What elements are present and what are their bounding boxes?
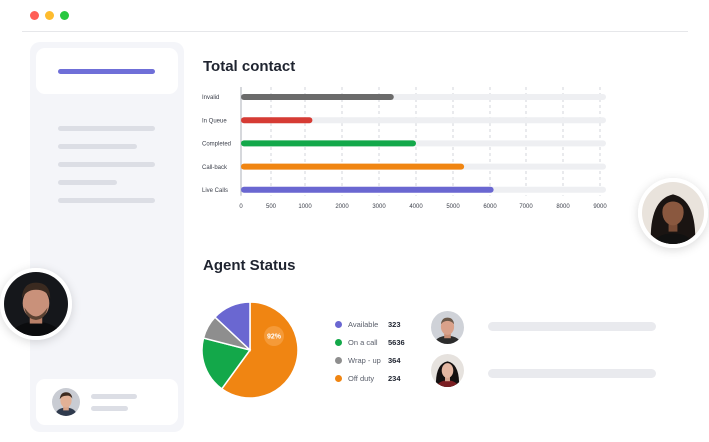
sidebar-active-item-placeholder xyxy=(58,69,155,74)
window-controls xyxy=(30,11,69,20)
sidebar-item-placeholder[interactable] xyxy=(58,162,155,167)
sidebar-user-card[interactable] xyxy=(36,379,178,425)
bar-call-back[interactable] xyxy=(241,163,465,170)
legend-label: Off duty xyxy=(348,373,375,383)
x-tick-label: 6000 xyxy=(483,204,497,210)
x-tick-label: 4000 xyxy=(409,204,423,210)
legend-value: 234 xyxy=(388,373,401,383)
legend-value: 323 xyxy=(388,319,401,329)
total-contact-chart: 0 500 1000 2000 3000 4000 5000 6000 7000 8000 9000… xyxy=(202,87,607,210)
bar-invalid[interactable] xyxy=(241,94,394,100)
agent-row-placeholder[interactable] xyxy=(488,369,656,378)
agent-avatar-right xyxy=(638,178,708,248)
legend-value: 364 xyxy=(388,355,401,365)
pie-slice-available[interactable] xyxy=(213,301,251,352)
x-tick-label: 5000 xyxy=(446,204,460,210)
title-bar-divider xyxy=(22,31,688,32)
legend-dot xyxy=(335,356,342,364)
x-tick-label: 0 xyxy=(239,204,243,210)
bar-in-queue[interactable] xyxy=(241,117,313,124)
agent-row-placeholder[interactable] xyxy=(488,322,656,331)
total-contact-title: Total contact xyxy=(203,58,296,75)
bar-track xyxy=(241,117,606,124)
legend-dot xyxy=(335,374,342,382)
user-name-placeholder xyxy=(91,394,137,399)
minimize-window-button[interactable] xyxy=(45,11,54,20)
category-label: Invalid xyxy=(202,95,219,101)
legend-item: Available 323 xyxy=(335,318,415,330)
legend-label: On a call xyxy=(348,337,378,347)
agent-status-pie-chart: 92% xyxy=(201,301,299,399)
legend-label: Available xyxy=(348,319,379,329)
category-label: Call-back xyxy=(202,165,228,171)
agent-avatar-left xyxy=(0,268,72,340)
x-tick-label: 2000 xyxy=(335,204,349,210)
sidebar-item-placeholder[interactable] xyxy=(58,144,137,149)
legend-value: 5636 xyxy=(388,337,405,347)
legend-dot xyxy=(335,320,342,328)
legend-item: On a call 5636 xyxy=(335,336,415,348)
maximize-window-button[interactable] xyxy=(60,11,69,20)
category-label: In Queue xyxy=(202,118,227,124)
agent-list-avatar[interactable] xyxy=(431,354,464,387)
category-label: Completed xyxy=(202,142,231,148)
legend-item: Off duty 234 xyxy=(335,372,415,384)
bar-completed[interactable] xyxy=(241,140,416,147)
user-role-placeholder xyxy=(91,406,128,411)
legend-item: Wrap - up 364 xyxy=(335,354,415,366)
legend-label: Wrap - up xyxy=(348,355,381,365)
sidebar xyxy=(30,42,184,432)
x-tick-label: 7000 xyxy=(519,204,533,210)
pie-slice-on-a-call[interactable] xyxy=(201,337,252,390)
sidebar-item-placeholder[interactable] xyxy=(58,198,155,203)
user-avatar xyxy=(52,388,80,416)
legend-dot xyxy=(335,338,342,346)
pie-annotation-label: 92% xyxy=(267,334,282,341)
agent-status-title: Agent Status xyxy=(203,257,296,274)
sidebar-header-card[interactable] xyxy=(36,48,178,94)
category-label: Live Calls xyxy=(202,188,228,194)
bar-live-calls[interactable] xyxy=(241,186,494,193)
x-tick-label: 500 xyxy=(266,204,277,210)
close-window-button[interactable] xyxy=(30,11,39,20)
x-tick-label: 9000 xyxy=(593,204,607,210)
pie-slice-off-duty[interactable] xyxy=(220,301,299,399)
x-tick-label: 3000 xyxy=(372,204,386,210)
x-tick-label: 1000 xyxy=(298,204,312,210)
sidebar-item-placeholder[interactable] xyxy=(58,126,155,131)
agent-list-avatar[interactable] xyxy=(431,311,464,344)
sidebar-item-placeholder[interactable] xyxy=(58,180,117,185)
x-tick-label: 8000 xyxy=(556,204,570,210)
pie-annotation-badge xyxy=(264,326,284,346)
